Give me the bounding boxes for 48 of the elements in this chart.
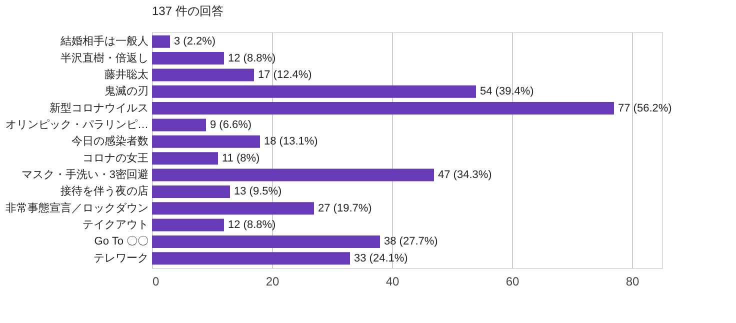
y-tick-label: コロナの女王 [82,152,148,164]
data-label: 11 (8%) [222,152,260,164]
y-tick-label: オリンピック・パラリンピ… [6,118,148,131]
bar [152,52,224,65]
bar [152,235,380,248]
x-tick-label: 80 [626,274,640,288]
bar [152,102,614,115]
y-tick-label: Go To 〇〇 [94,236,148,248]
bar [152,135,260,148]
data-label: 33 (24.1%) [354,252,408,264]
data-label: 54 (39.4%) [480,86,534,98]
bar [152,68,254,82]
y-tick-label: 新型コロナウイルス [50,101,148,114]
data-label: 18 (13.1%) [264,136,318,148]
x-tick-label: 60 [506,274,520,288]
data-label: 12 (8.8%) [228,52,276,64]
data-label: 9 (6.6%) [210,118,252,131]
chart-title: 137 件の回答 [152,4,224,18]
data-label: 77 (56.2%) [618,102,672,114]
y-tick-label: 接待を伴う夜の店 [60,184,148,198]
bar [152,35,170,48]
y-tick-label: マスク・手洗い・3密回避 [21,168,148,182]
data-label: 38 (27.7%) [384,236,438,248]
data-label: 47 (34.3%) [438,169,492,182]
y-tick-label: 今日の感染者数 [72,134,148,148]
bar [152,168,434,182]
bar [152,202,314,215]
bar [152,118,206,132]
y-tick-label: 半沢直樹・倍返し [60,51,148,64]
y-tick-label: 結婚相手は一般人 [60,34,148,48]
bar [152,85,476,98]
data-label: 27 (19.7%) [318,202,372,214]
data-label: 12 (8.8%) [228,219,276,232]
bar [152,218,224,232]
y-tick-label: 藤井聡太 [104,68,148,81]
y-tick-label: テイクアウト [82,219,148,232]
bar [152,152,218,165]
data-label: 17 (12.4%) [258,68,312,81]
x-tick-label: 20 [266,274,280,288]
bar [152,252,350,265]
bar [152,185,230,198]
x-tick-label: 0 [152,274,160,288]
data-label: 13 (9.5%) [234,186,282,198]
y-tick-label: テレワーク [94,252,148,264]
data-label: 3 (2.2%) [174,36,216,48]
y-tick-label: 非常事態宣言／ロックダウン [6,201,148,214]
y-tick-label: 鬼滅の刃 [104,84,148,98]
x-tick-label: 40 [386,274,400,288]
